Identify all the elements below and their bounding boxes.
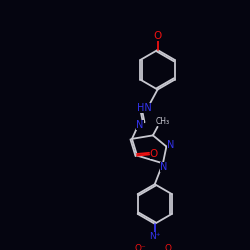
Text: O⁻: O⁻ [134, 244, 146, 250]
Text: HN: HN [138, 103, 152, 113]
Text: CH₃: CH₃ [155, 117, 169, 126]
Text: N⁺: N⁺ [149, 232, 160, 241]
Text: N: N [160, 162, 168, 172]
Text: O: O [154, 30, 162, 40]
Text: O: O [150, 150, 158, 160]
Text: N: N [136, 120, 144, 130]
Text: O: O [165, 244, 172, 250]
Text: N: N [167, 140, 175, 150]
